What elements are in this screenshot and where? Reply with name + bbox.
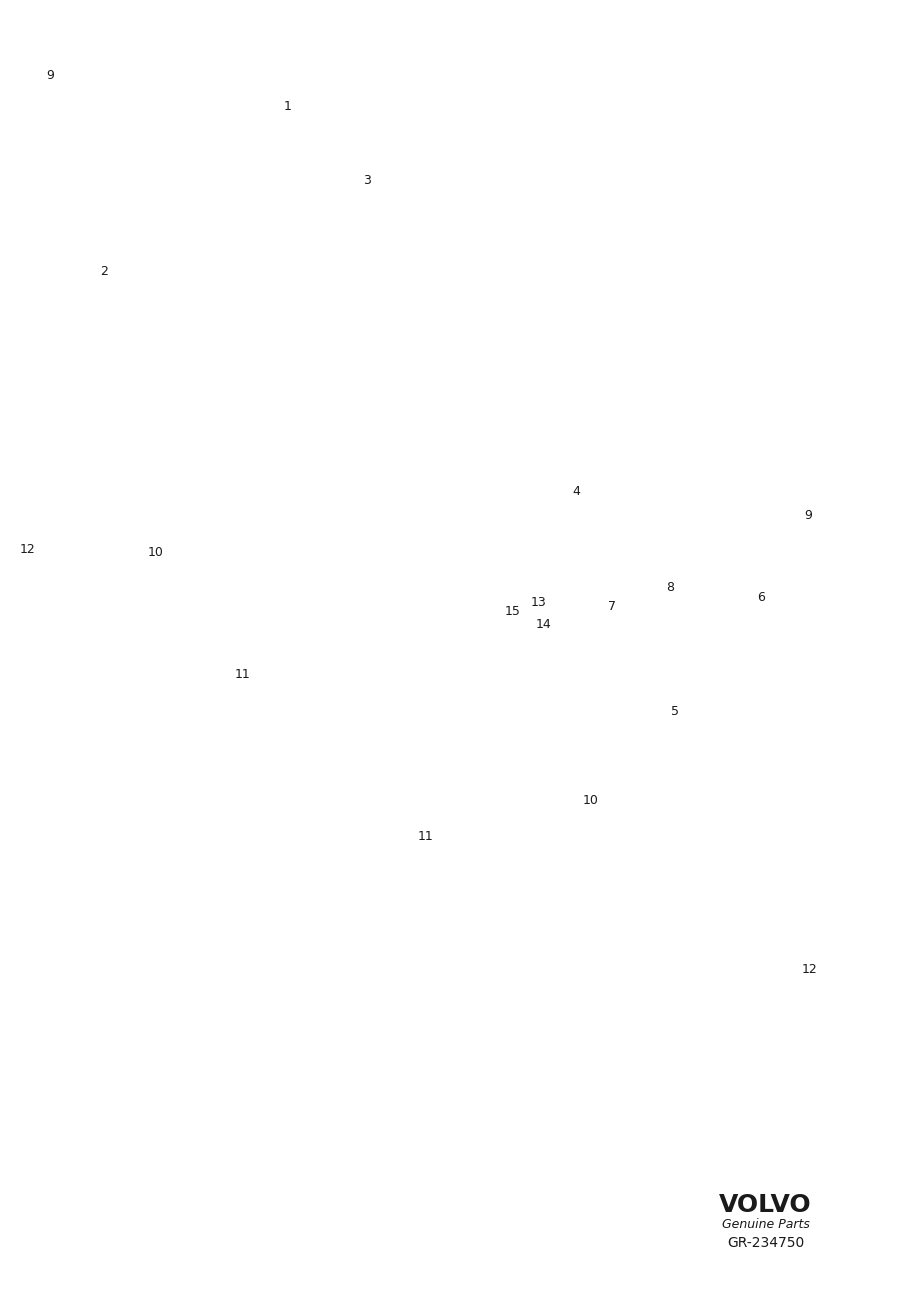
Ellipse shape (77, 1021, 95, 1037)
Circle shape (0, 492, 451, 1191)
Circle shape (0, 216, 740, 1299)
Ellipse shape (0, 81, 906, 1299)
Circle shape (0, 625, 448, 1299)
Circle shape (645, 378, 906, 677)
Polygon shape (153, 49, 680, 1299)
Text: 9: 9 (805, 509, 812, 522)
Text: GR-234750: GR-234750 (727, 1237, 805, 1250)
Circle shape (496, 227, 906, 827)
Bar (34, 205, 442, 314)
Circle shape (266, 0, 906, 503)
Circle shape (0, 605, 599, 1299)
Circle shape (301, 156, 651, 507)
Text: 14: 14 (535, 618, 552, 631)
Circle shape (0, 625, 524, 1299)
Circle shape (0, 627, 484, 1299)
Bar (616, 624, 797, 753)
Circle shape (0, 479, 540, 1178)
Circle shape (0, 0, 352, 373)
Circle shape (441, 0, 791, 329)
Text: 3: 3 (363, 174, 371, 187)
Circle shape (374, 160, 724, 511)
Ellipse shape (273, 1005, 289, 1021)
Circle shape (651, 225, 689, 264)
Circle shape (0, 625, 563, 1299)
Ellipse shape (0, 0, 906, 1043)
Circle shape (0, 485, 576, 1183)
Circle shape (0, 0, 203, 222)
Circle shape (287, 30, 637, 381)
Circle shape (382, 0, 906, 592)
Text: 9: 9 (46, 69, 53, 82)
Circle shape (448, 233, 748, 531)
Circle shape (526, 544, 906, 1144)
Circle shape (0, 82, 906, 1299)
Polygon shape (663, 556, 696, 598)
Circle shape (458, 240, 759, 539)
Circle shape (83, 821, 265, 1003)
Circle shape (0, 404, 172, 703)
Ellipse shape (149, 1020, 169, 1038)
Ellipse shape (0, 0, 906, 1117)
Ellipse shape (0, 0, 906, 1026)
Ellipse shape (0, 0, 906, 842)
Circle shape (479, 0, 829, 335)
Circle shape (458, 118, 807, 469)
Text: 2: 2 (101, 265, 108, 278)
Text: 8: 8 (667, 581, 674, 594)
Circle shape (0, 253, 322, 853)
Polygon shape (65, 0, 602, 1299)
Circle shape (541, 110, 891, 461)
Circle shape (583, 156, 758, 333)
Text: 12: 12 (801, 963, 817, 976)
Circle shape (268, 79, 906, 1079)
Circle shape (366, 0, 906, 552)
Polygon shape (40, 816, 304, 1003)
Circle shape (499, 203, 624, 327)
Circle shape (557, 68, 906, 418)
FancyBboxPatch shape (0, 0, 906, 1007)
Polygon shape (519, 312, 553, 351)
Ellipse shape (0, 34, 906, 1299)
Circle shape (321, 96, 906, 696)
Circle shape (676, 695, 906, 994)
Ellipse shape (53, 1003, 74, 1024)
Text: 5: 5 (671, 705, 679, 718)
Text: 6: 6 (757, 591, 765, 604)
Polygon shape (562, 117, 596, 147)
Circle shape (541, 27, 891, 378)
Circle shape (0, 0, 906, 1053)
Circle shape (309, 90, 906, 690)
Polygon shape (444, 130, 736, 343)
Text: 12: 12 (19, 543, 35, 556)
Text: 10: 10 (148, 546, 164, 559)
Circle shape (126, 0, 825, 681)
Text: 15: 15 (505, 605, 521, 618)
Bar (29, 208, 190, 314)
Circle shape (0, 531, 638, 1230)
Text: VOLVO: VOLVO (719, 1194, 812, 1217)
Text: 7: 7 (609, 600, 616, 613)
Text: 13: 13 (530, 596, 546, 609)
Circle shape (0, 0, 906, 846)
